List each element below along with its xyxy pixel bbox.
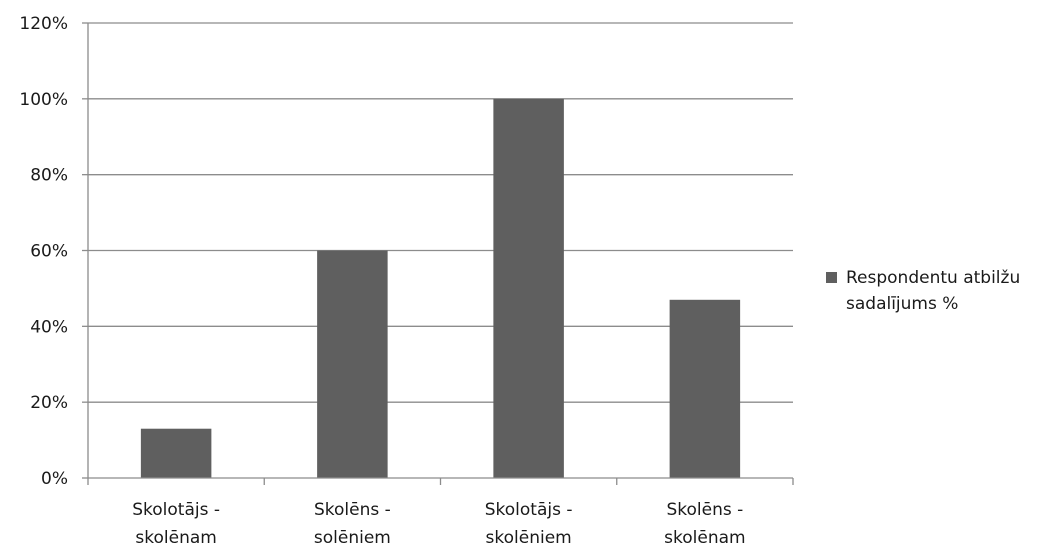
x-category-label: solēniem <box>314 528 391 548</box>
y-axis-ticks: 0% 20% 40% 60% 80% 100% 120% <box>19 14 68 489</box>
legend-label: sadalījums % <box>846 294 958 314</box>
x-category-label: Skolēns - <box>314 500 391 520</box>
y-tick-label: 100% <box>19 90 68 110</box>
legend-swatch <box>826 272 837 283</box>
y-tick-label: 0% <box>41 469 68 489</box>
x-category-label: Skolēns - <box>666 500 743 520</box>
bar <box>317 250 388 478</box>
x-category-label: Skolotājs - <box>132 500 220 520</box>
y-tick-label: 80% <box>30 166 68 186</box>
legend: Respondentu atbilžu sadalījums % <box>826 268 1020 314</box>
bar <box>140 428 212 478</box>
x-category-label: skolēnam <box>664 528 745 548</box>
y-tick-label: 40% <box>30 317 68 337</box>
axes <box>82 22 794 485</box>
x-category-label: skolēniem <box>486 528 572 548</box>
y-tick-label: 60% <box>30 242 68 262</box>
x-category-label: skolēnam <box>135 528 216 548</box>
y-tick-label: 20% <box>30 393 68 413</box>
y-tick-label: 120% <box>19 14 68 34</box>
bars <box>140 98 741 478</box>
legend-label: Respondentu atbilžu <box>846 268 1020 288</box>
bar <box>493 98 564 478</box>
x-category-label: Skolotājs - <box>485 500 573 520</box>
bar <box>669 299 741 478</box>
x-axis-categories: Skolotājs - skolēnam Skolēns - solēniem Skol… <box>132 500 745 548</box>
